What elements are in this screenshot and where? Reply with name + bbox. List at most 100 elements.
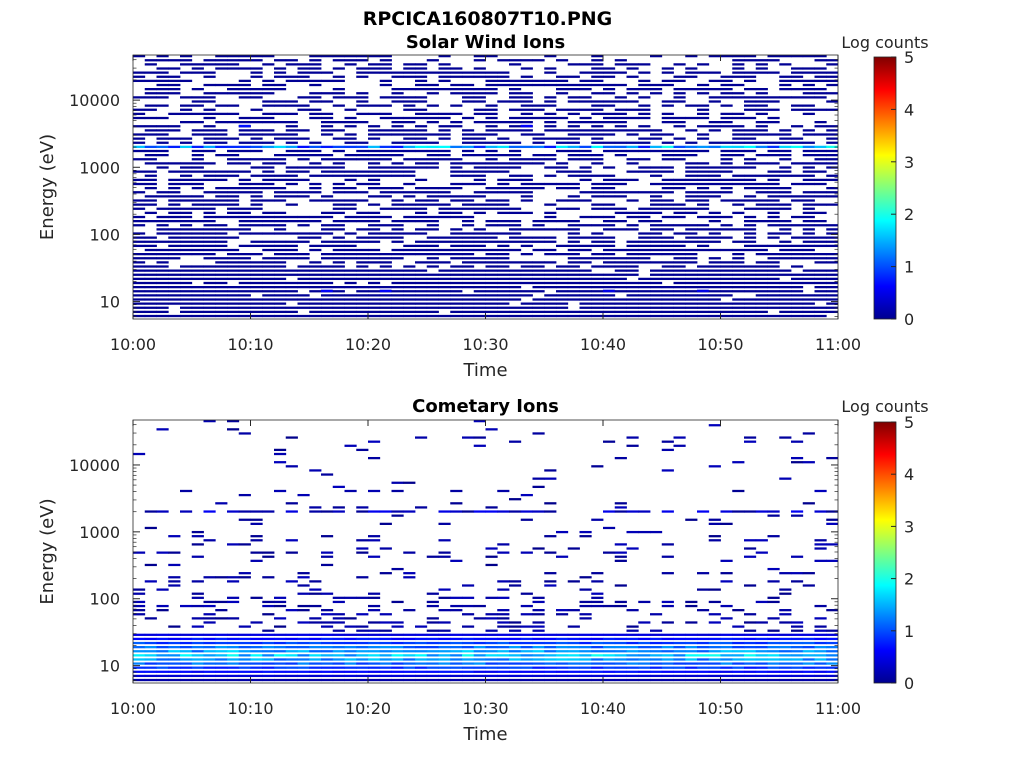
heatmap-cell — [473, 67, 486, 70]
heatmap-cell — [638, 637, 651, 641]
heatmap-cell — [415, 228, 428, 231]
heatmap-cell — [368, 596, 381, 599]
heatmap-cell — [638, 207, 651, 210]
heatmap-cell — [356, 277, 369, 281]
heatmap-cell — [685, 67, 698, 70]
heatmap-cell — [708, 613, 721, 616]
heatmap-cell — [826, 310, 838, 314]
heatmap-cell — [603, 240, 616, 243]
heatmap-cell — [779, 650, 792, 653]
heatmap-cell — [344, 59, 357, 62]
heatmap-cell — [814, 670, 827, 673]
heatmap-cell — [403, 203, 416, 206]
heatmap-cell — [297, 604, 310, 608]
heatmap-cell — [532, 141, 545, 144]
heatmap-cell — [133, 75, 146, 78]
heatmap-cell — [791, 650, 804, 653]
heatmap-cell — [168, 59, 181, 62]
heatmap-cell — [250, 137, 263, 140]
heatmap-cell — [826, 281, 838, 285]
heatmap-cell — [791, 555, 804, 558]
heatmap-cell — [779, 154, 792, 157]
heatmap-cell — [368, 592, 381, 595]
heatmap-cell — [356, 506, 369, 509]
heatmap-cell — [379, 613, 392, 616]
heatmap-cell — [791, 514, 804, 517]
heatmap-cell — [285, 580, 298, 583]
heatmap-cell — [415, 670, 428, 673]
heatmap-cell — [638, 600, 651, 604]
heatmap-cell — [520, 240, 533, 243]
heatmap-cell — [391, 314, 404, 318]
heatmap-cell — [556, 83, 569, 87]
heatmap-cell — [191, 63, 204, 66]
heatmap-cell — [755, 67, 768, 70]
heatmap-cell — [215, 228, 228, 231]
heatmap-cell — [661, 133, 674, 136]
colorbar-tick-label: 5 — [904, 413, 914, 432]
heatmap-cell — [614, 149, 627, 153]
heatmap-cell — [485, 281, 498, 285]
heatmap-cell — [415, 240, 428, 243]
heatmap-cell — [250, 220, 263, 223]
heatmap-cell — [462, 436, 475, 439]
heatmap-cell — [473, 298, 486, 301]
heatmap-cell — [180, 141, 193, 144]
heatmap-cell — [544, 314, 557, 318]
heatmap-cell — [379, 286, 392, 289]
heatmap-cell — [720, 178, 733, 182]
heatmap-cell — [285, 662, 298, 665]
heatmap-cell — [321, 666, 334, 669]
heatmap-cell — [638, 621, 651, 624]
hot-cell — [520, 124, 533, 128]
heatmap-cell — [509, 670, 522, 673]
heatmap-cell — [826, 257, 838, 260]
heatmap-cell — [356, 96, 369, 99]
heatmap-cell — [321, 269, 334, 272]
heatmap-cell — [708, 96, 721, 99]
colorbar-label: Log counts — [841, 397, 928, 416]
heatmap-cell — [262, 555, 275, 558]
heatmap-cell — [532, 637, 545, 641]
heatmap-cell — [767, 154, 780, 157]
heatmap-cell — [673, 232, 686, 235]
heatmap-cell — [650, 88, 663, 91]
heatmap-cell — [509, 510, 522, 513]
heatmap-cell — [344, 145, 357, 149]
heatmap-cell — [250, 286, 263, 289]
heatmap-cell — [415, 637, 428, 641]
y-tick-label: 10000 — [69, 456, 120, 475]
heatmap-cell — [238, 67, 251, 70]
heatmap-cell — [814, 314, 827, 318]
heatmap-cell — [227, 257, 240, 260]
heatmap-cell — [826, 125, 838, 128]
heatmap-cell — [227, 67, 240, 70]
heatmap-cell — [332, 678, 345, 682]
heatmap-cell — [144, 666, 157, 669]
heatmap-cell — [509, 290, 522, 293]
heatmap-cell — [344, 277, 357, 281]
colorbar — [873, 421, 897, 684]
heatmap-cell — [614, 211, 627, 215]
heatmap-cell — [438, 116, 451, 120]
heatmap-cell — [509, 314, 522, 318]
heatmap-cell — [332, 75, 345, 78]
heatmap-cell — [767, 314, 780, 318]
heatmap-cell — [614, 604, 627, 608]
heatmap-cell — [826, 71, 838, 74]
hot-cell — [379, 289, 392, 293]
heatmap-cell — [473, 154, 486, 157]
heatmap-cell — [191, 592, 204, 595]
heatmap-cell — [720, 187, 733, 190]
heatmap-cell — [544, 121, 557, 124]
heatmap-cell — [697, 670, 710, 673]
heatmap-cell — [238, 96, 251, 99]
heatmap-cell — [203, 510, 216, 513]
heatmap-cell — [720, 75, 733, 78]
heatmap-cell — [485, 290, 498, 293]
heatmap-cell — [215, 67, 228, 70]
heatmap-cell — [215, 617, 228, 620]
heatmap-cell — [321, 133, 334, 136]
heatmap-cell — [520, 633, 533, 636]
heatmap-cell — [438, 633, 451, 636]
